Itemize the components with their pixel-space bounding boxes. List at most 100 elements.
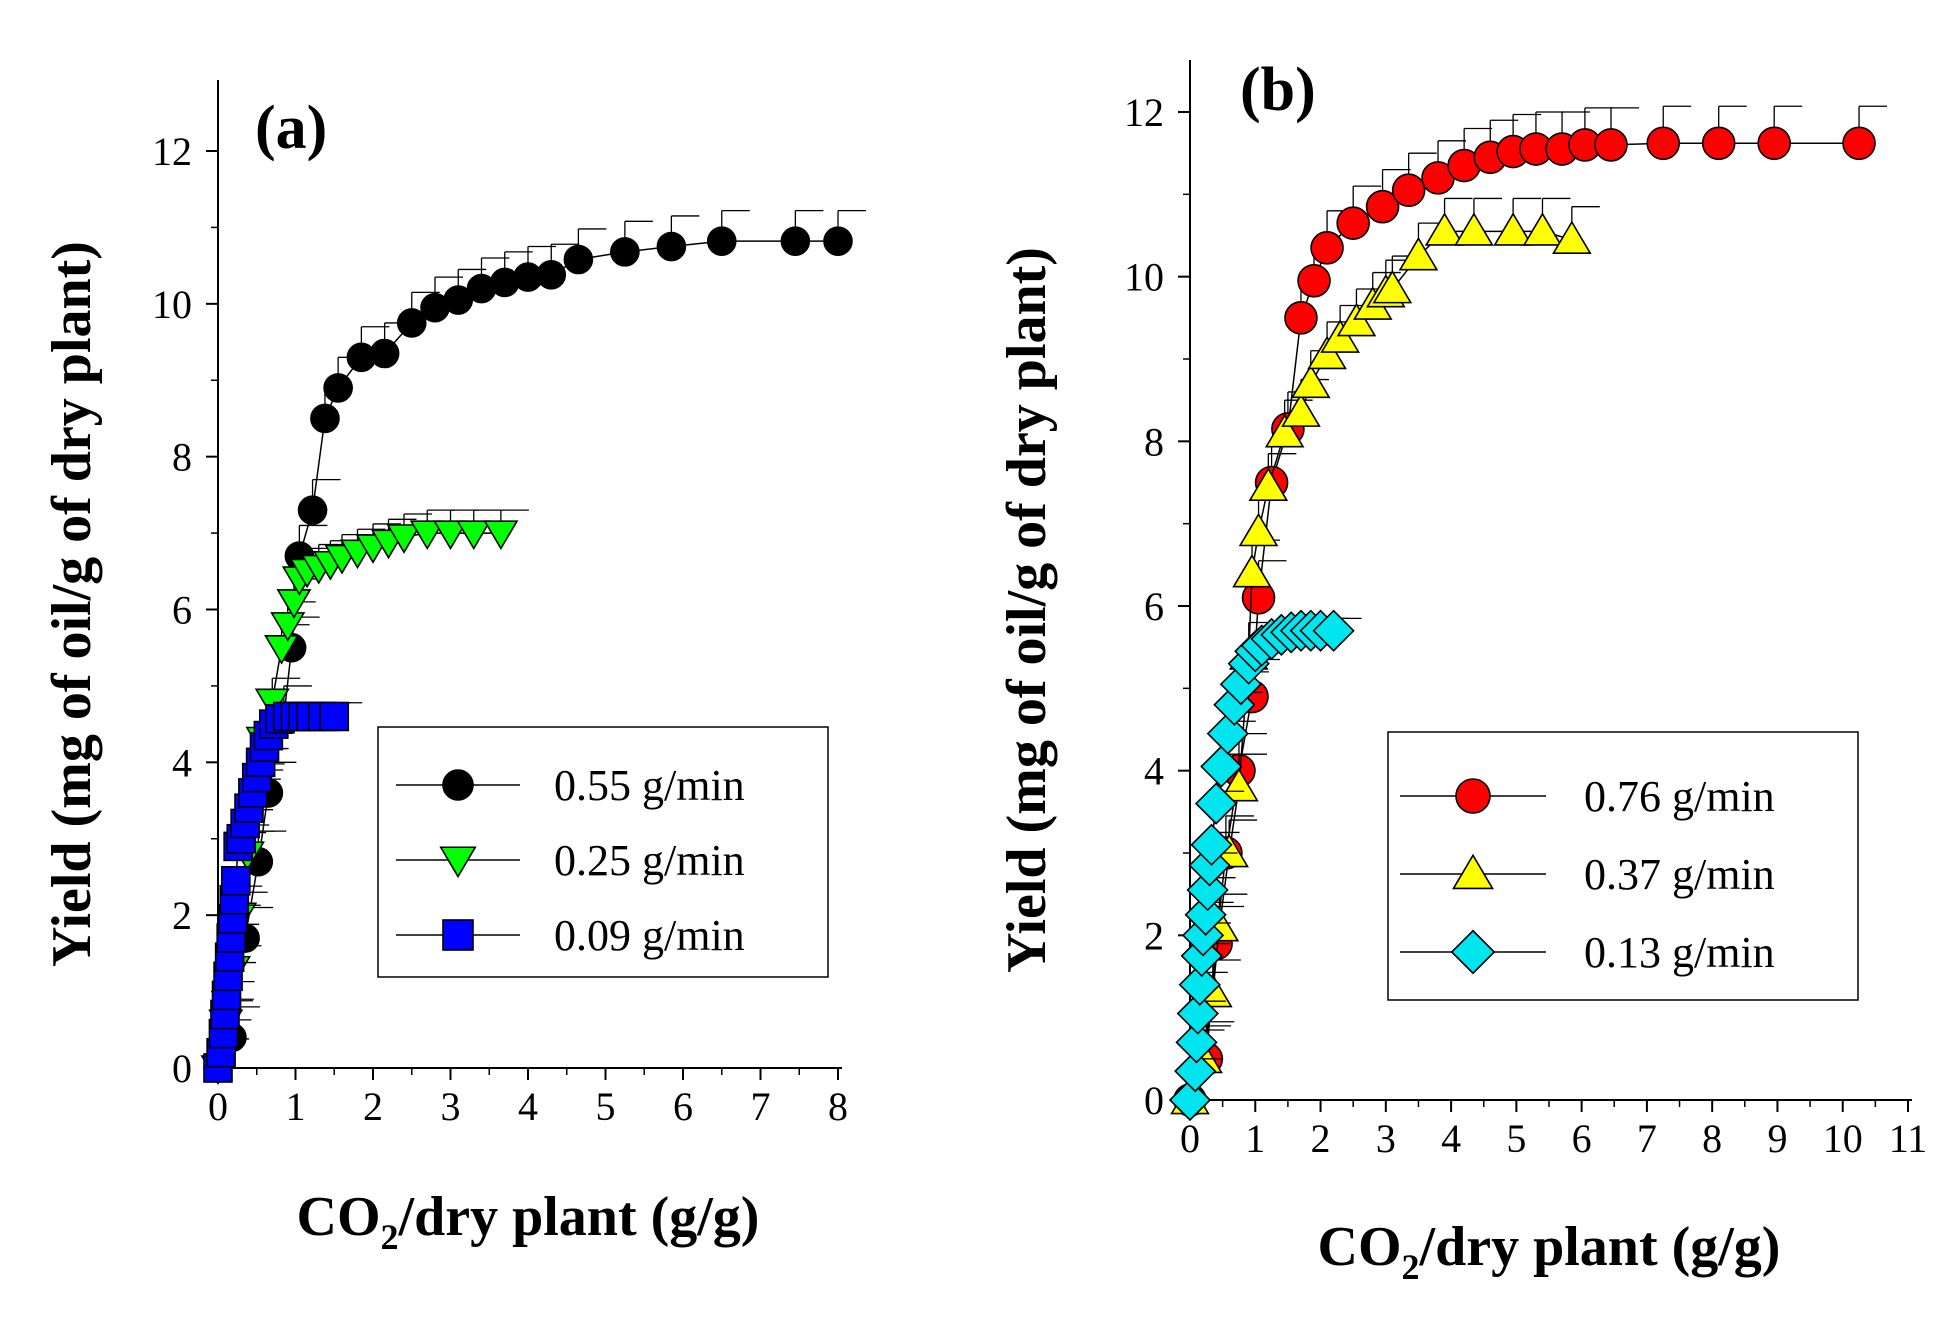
- data-point: [221, 865, 251, 896]
- data-point: [1248, 467, 1289, 502]
- y-tick-label: 8: [1144, 419, 1164, 464]
- data-point: [1646, 126, 1681, 161]
- x-tick-label: 0: [1180, 1116, 1200, 1161]
- x-axis-title-rest: /dry plant (g/g): [398, 1186, 760, 1248]
- legend-label: 0.25 g/min: [554, 836, 745, 885]
- x-axis-title-rest: /dry plant (g/g): [1419, 1216, 1781, 1278]
- data-point: [396, 308, 427, 338]
- data-point: [432, 520, 469, 551]
- data-point: [1398, 236, 1439, 271]
- data-point: [386, 524, 422, 554]
- y-tick-label: 10: [152, 282, 192, 327]
- data-point: [1307, 335, 1347, 370]
- data-point: [270, 612, 306, 642]
- data-point: [1190, 823, 1233, 866]
- data-point: [1594, 128, 1628, 162]
- x-tick-label: 7: [751, 1084, 771, 1129]
- x-tick-label: 2: [363, 1084, 383, 1129]
- data-point: [610, 237, 640, 267]
- y-tick-label: 8: [172, 435, 192, 480]
- data-point: [1701, 126, 1736, 161]
- data-point: [823, 226, 853, 256]
- y-tick-label: 4: [1144, 749, 1164, 794]
- legend-label: 0.09 g/min: [554, 911, 745, 960]
- data-point: [1312, 609, 1355, 652]
- y-tick-label: 2: [172, 893, 192, 938]
- data-point: [1206, 712, 1249, 755]
- data-point: [1232, 553, 1272, 588]
- legend-marker: [442, 919, 474, 951]
- x-tick-label: 10: [1823, 1116, 1863, 1161]
- y-tick-label: 2: [1144, 913, 1164, 958]
- y-axis-title: Yield (mg of oil/g of dry plant): [996, 247, 1058, 973]
- data-point: [276, 589, 312, 619]
- x-axis-title-subscript: 2: [381, 1217, 399, 1257]
- data-point: [1284, 301, 1318, 335]
- data-point: [1281, 393, 1321, 427]
- data-point: [1336, 302, 1377, 337]
- data-point: [264, 635, 300, 665]
- x-tick-label: 6: [673, 1084, 693, 1129]
- data-point: [1842, 126, 1876, 161]
- y-tick-label: 12: [152, 129, 192, 174]
- data-point: [1320, 319, 1360, 353]
- legend-label: 0.13 g/min: [1584, 928, 1775, 977]
- x-tick-label: 7: [1637, 1116, 1657, 1161]
- data-point: [1297, 263, 1331, 298]
- legend-marker: [442, 769, 474, 801]
- data-point: [1200, 745, 1243, 788]
- series-0-09-g-min: [203, 701, 363, 1083]
- x-tick-label: 6: [1572, 1116, 1592, 1161]
- x-tick-label: 5: [596, 1084, 616, 1129]
- x-axis-title: CO2/dry plant (g/g): [297, 1186, 760, 1257]
- x-tick-label: 0: [208, 1084, 228, 1129]
- x-tick-label: 2: [1311, 1116, 1331, 1161]
- data-point: [369, 338, 400, 369]
- y-tick-label: 10: [1124, 255, 1164, 300]
- series-0-13-g-min: [1168, 609, 1362, 1122]
- x-axis-title-main: CO: [297, 1186, 381, 1248]
- data-point: [1757, 126, 1791, 161]
- panel-label: (b): [1240, 56, 1316, 124]
- data-point: [1194, 782, 1238, 825]
- y-axis-title: Yield (mg of oil/g of dry plant): [41, 241, 103, 967]
- legend-label: 0.76 g/min: [1584, 772, 1775, 821]
- x-tick-label: 8: [1702, 1116, 1722, 1161]
- x-tick-label: 1: [1245, 1116, 1265, 1161]
- data-point: [1424, 212, 1465, 246]
- data-point: [1186, 868, 1229, 912]
- data-point: [1372, 269, 1413, 304]
- data-point: [1522, 212, 1563, 246]
- data-point: [1552, 220, 1592, 255]
- data-point: [1391, 173, 1426, 208]
- data-point: [323, 373, 353, 403]
- data-point: [1493, 212, 1533, 246]
- data-point: [1264, 413, 1305, 448]
- data-point: [483, 520, 519, 551]
- y-tick-label: 12: [1124, 90, 1164, 135]
- data-point: [1168, 1078, 1212, 1122]
- x-axis-title: CO2/dry plant (g/g): [1318, 1216, 1781, 1287]
- x-axis-title-main: CO: [1318, 1216, 1402, 1278]
- data-point: [780, 226, 811, 256]
- data-point: [563, 244, 594, 275]
- legend-marker: [439, 846, 477, 879]
- data-point: [310, 403, 340, 434]
- data-point: [1454, 212, 1494, 246]
- data-point: [1290, 364, 1331, 399]
- data-point: [1219, 767, 1259, 802]
- x-tick-label: 8: [828, 1084, 848, 1129]
- x-tick-label: 4: [518, 1084, 538, 1129]
- legend-label: 0.37 g/min: [1584, 850, 1775, 899]
- data-point: [706, 226, 737, 256]
- x-axis-title-subscript: 2: [1402, 1247, 1420, 1287]
- y-tick-label: 6: [1144, 584, 1164, 629]
- data-point: [456, 520, 492, 551]
- data-point: [1336, 206, 1370, 240]
- y-tick-label: 0: [1144, 1078, 1164, 1123]
- x-tick-label: 4: [1441, 1116, 1461, 1161]
- legend-marker: [1455, 778, 1491, 814]
